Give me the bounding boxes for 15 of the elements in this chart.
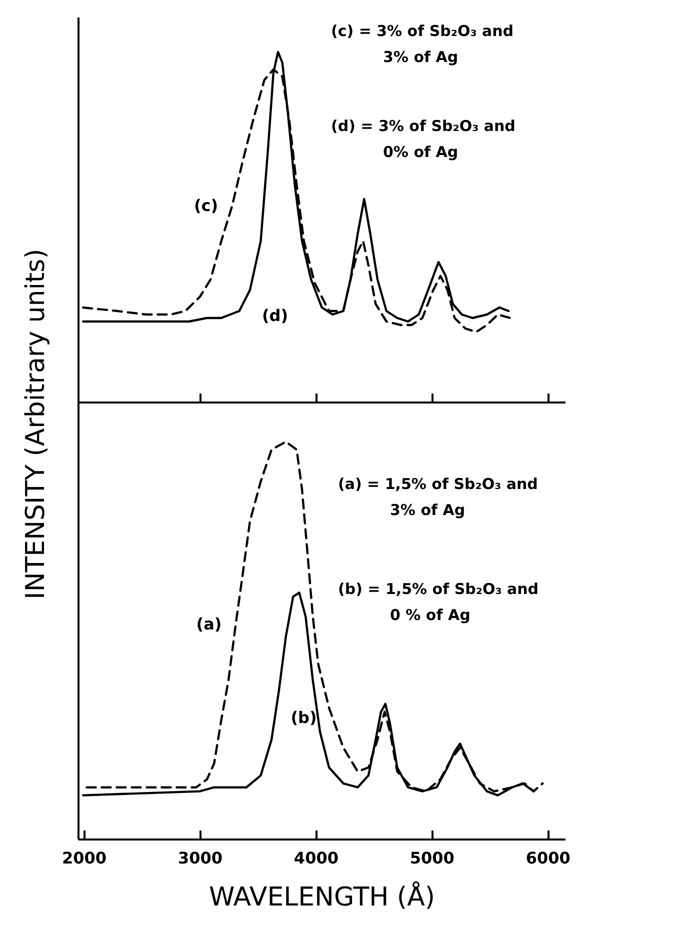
x-tick-label: 4000 xyxy=(294,848,338,868)
x-tick-label: 6000 xyxy=(526,848,570,868)
annotation: (b) = 1,5% of Sb₂O₃ and 0 % of Ag xyxy=(338,579,540,626)
series-label: (b) xyxy=(290,708,317,728)
annotation: (a) = 1,5% of Sb₂O₃ and 3% of Ag xyxy=(338,474,539,520)
series-label: (c) xyxy=(194,196,218,215)
x-axis-title: WAVELENGTH (Å) xyxy=(209,880,435,912)
annotation: (c) = 3% of Sb₂O₃ and 3% of Ag xyxy=(331,21,515,68)
series-label: (a) xyxy=(196,614,222,634)
annotation: (d) = 3% of Sb₂O₃ and 0% of Ag xyxy=(331,116,516,162)
x-tick-label: 3000 xyxy=(178,848,223,868)
series-label: (d) xyxy=(262,306,288,325)
y-axis-title: INTENSITY (Arbitrary units) xyxy=(21,248,51,602)
x-tick-label: 5000 xyxy=(410,848,454,868)
x-tick-label: 2000 xyxy=(62,848,107,868)
